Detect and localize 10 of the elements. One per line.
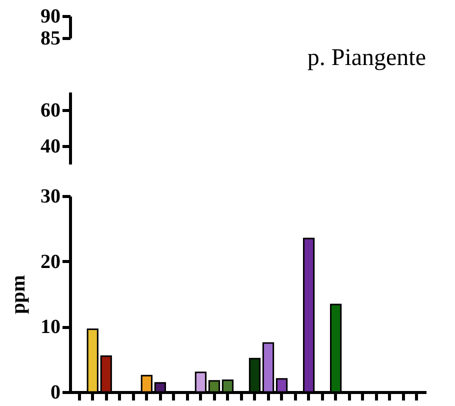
text: p. Piangente	[307, 45, 426, 71]
y-tick-label: 30	[40, 186, 60, 208]
text: 40	[40, 136, 60, 158]
text: 60	[40, 100, 60, 122]
y-axis-title: ppm	[8, 274, 30, 314]
y-tick-label: 20	[40, 250, 60, 273]
y-tick-label: 0	[50, 382, 60, 404]
text: 90	[40, 6, 60, 28]
y-tick-label: 10	[40, 316, 60, 338]
text: 85	[40, 28, 60, 50]
